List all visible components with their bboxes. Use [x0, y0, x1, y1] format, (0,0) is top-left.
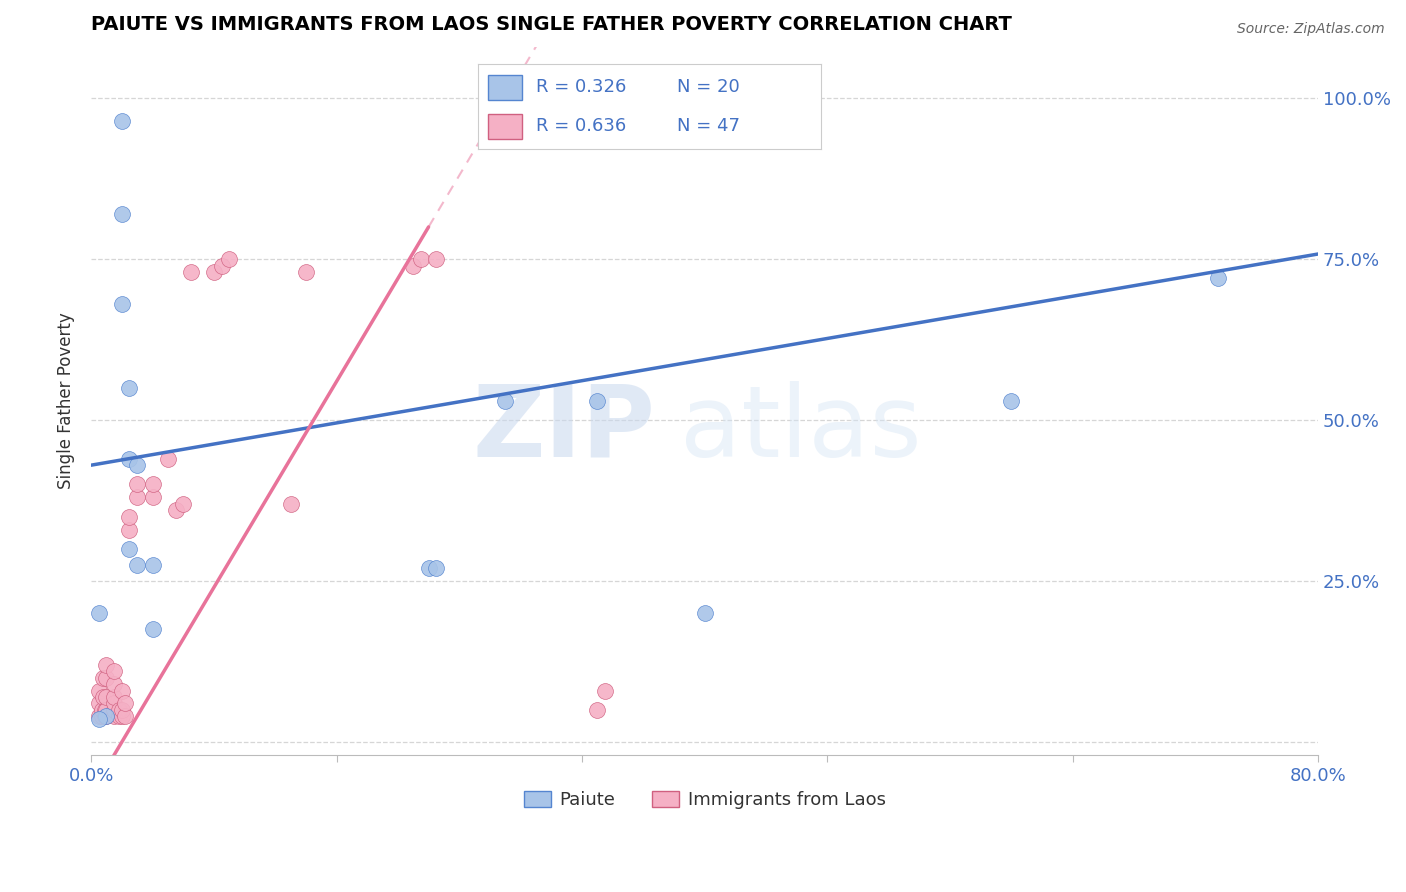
- Point: [96, 703, 118, 717]
- Point: [593, 683, 616, 698]
- Point: [586, 393, 609, 408]
- Point: [141, 477, 163, 491]
- Point: [114, 697, 136, 711]
- Point: [94, 703, 117, 717]
- Point: [127, 491, 149, 505]
- Point: [127, 458, 149, 472]
- Point: [180, 265, 202, 279]
- Point: [418, 561, 440, 575]
- Point: [1208, 271, 1230, 285]
- Point: [425, 252, 447, 267]
- Point: [87, 697, 110, 711]
- Point: [107, 703, 129, 717]
- Point: [111, 113, 134, 128]
- Point: [586, 703, 609, 717]
- Point: [141, 491, 163, 505]
- Point: [94, 709, 117, 723]
- Point: [118, 451, 141, 466]
- Point: [118, 381, 141, 395]
- Point: [218, 252, 240, 267]
- Point: [165, 503, 187, 517]
- Point: [156, 451, 179, 466]
- Point: [202, 265, 225, 279]
- Legend: Paiute, Immigrants from Laos: Paiute, Immigrants from Laos: [516, 784, 893, 817]
- Point: [211, 259, 233, 273]
- Point: [425, 561, 447, 575]
- Text: Source: ZipAtlas.com: Source: ZipAtlas.com: [1237, 22, 1385, 37]
- Point: [103, 664, 125, 678]
- Text: atlas: atlas: [681, 381, 922, 477]
- Point: [127, 477, 149, 491]
- Point: [87, 683, 110, 698]
- Point: [141, 558, 163, 572]
- Point: [295, 265, 318, 279]
- Point: [103, 703, 125, 717]
- Point: [107, 709, 129, 723]
- Y-axis label: Single Father Poverty: Single Father Poverty: [58, 312, 75, 489]
- Point: [96, 709, 118, 723]
- Point: [409, 252, 432, 267]
- Point: [103, 690, 125, 704]
- Point: [111, 207, 134, 221]
- Point: [1000, 393, 1022, 408]
- Point: [103, 709, 125, 723]
- Point: [402, 259, 425, 273]
- Point: [172, 497, 194, 511]
- Point: [103, 677, 125, 691]
- Point: [87, 713, 110, 727]
- Point: [96, 709, 118, 723]
- Point: [96, 690, 118, 704]
- Point: [693, 607, 716, 621]
- Point: [111, 709, 134, 723]
- Point: [93, 671, 115, 685]
- Text: ZIP: ZIP: [472, 381, 655, 477]
- Point: [96, 671, 118, 685]
- Point: [90, 709, 112, 723]
- Point: [87, 607, 110, 621]
- Point: [114, 709, 136, 723]
- Point: [494, 393, 516, 408]
- Point: [93, 690, 115, 704]
- Point: [280, 497, 302, 511]
- Point: [118, 509, 141, 524]
- Point: [111, 703, 134, 717]
- Point: [111, 683, 134, 698]
- Point: [90, 703, 112, 717]
- Point: [96, 657, 118, 672]
- Point: [141, 623, 163, 637]
- Point: [118, 523, 141, 537]
- Point: [111, 297, 134, 311]
- Point: [87, 709, 110, 723]
- Point: [118, 541, 141, 556]
- Point: [127, 558, 149, 572]
- Text: PAIUTE VS IMMIGRANTS FROM LAOS SINGLE FATHER POVERTY CORRELATION CHART: PAIUTE VS IMMIGRANTS FROM LAOS SINGLE FA…: [91, 15, 1012, 34]
- Point: [103, 697, 125, 711]
